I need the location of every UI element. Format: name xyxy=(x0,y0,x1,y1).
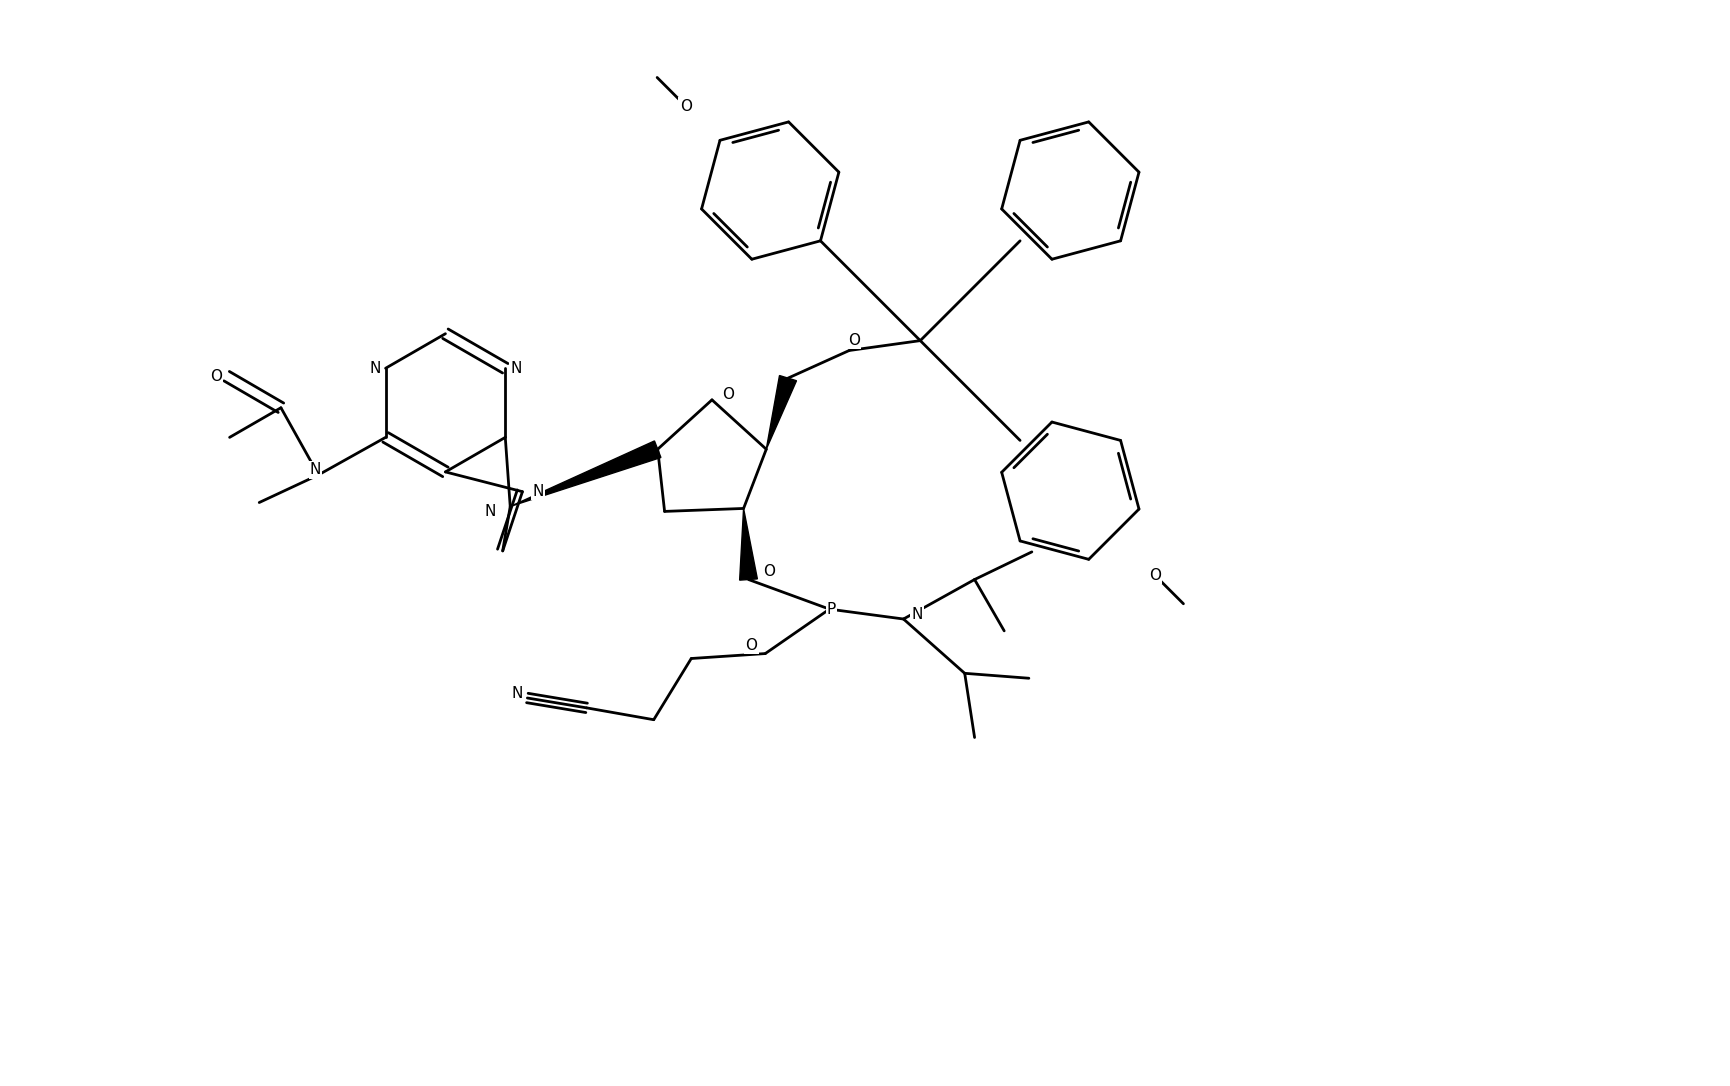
Text: N: N xyxy=(912,607,922,621)
Text: O: O xyxy=(209,368,221,383)
Text: N: N xyxy=(368,361,381,376)
Text: N: N xyxy=(510,685,522,700)
Text: N: N xyxy=(533,484,543,500)
Text: O: O xyxy=(848,333,860,349)
Text: O: O xyxy=(763,564,775,579)
Text: N: N xyxy=(484,504,495,519)
Polygon shape xyxy=(510,441,661,506)
Polygon shape xyxy=(766,376,796,450)
Polygon shape xyxy=(740,508,758,580)
Text: O: O xyxy=(680,99,692,114)
Text: N: N xyxy=(510,361,521,376)
Text: N: N xyxy=(310,463,322,478)
Text: P: P xyxy=(827,602,836,617)
Text: O: O xyxy=(746,639,758,653)
Text: O: O xyxy=(721,388,734,403)
Text: O: O xyxy=(1149,568,1161,583)
